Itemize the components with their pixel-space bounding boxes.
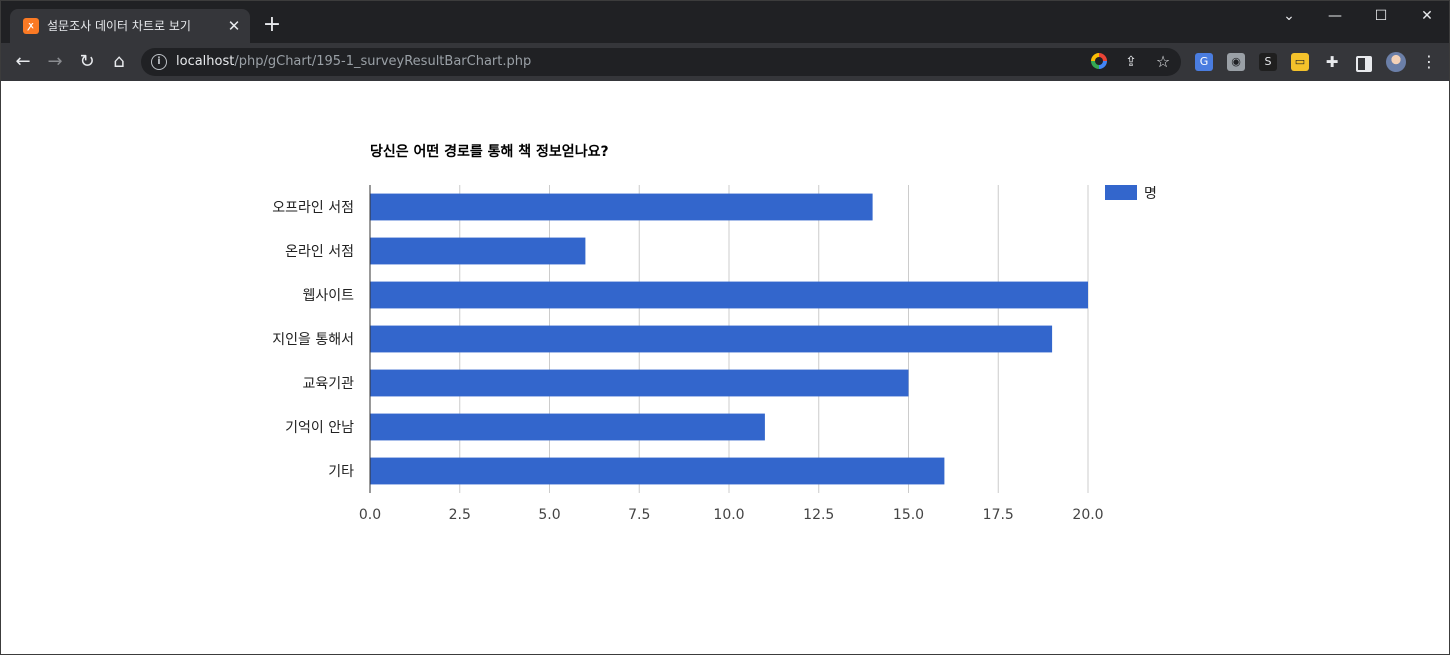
side-panel-icon[interactable] bbox=[1356, 56, 1372, 72]
address-bar[interactable]: i localhost/php/gChart/195-1_surveyResul… bbox=[141, 48, 1181, 76]
bar[interactable] bbox=[370, 369, 909, 397]
reload-icon[interactable]: ↻ bbox=[79, 51, 95, 72]
tab-close-icon[interactable]: ✕ bbox=[227, 17, 241, 35]
legend-swatch bbox=[1105, 185, 1137, 200]
translate-extension-icon[interactable]: G bbox=[1195, 53, 1213, 71]
forward-arrow-icon[interactable]: → bbox=[47, 51, 63, 72]
home-icon[interactable]: ⌂ bbox=[113, 51, 125, 72]
share-icon[interactable]: ⇪ bbox=[1125, 54, 1137, 70]
bar[interactable] bbox=[370, 413, 765, 441]
category-label: 온라인 서점 bbox=[285, 244, 354, 260]
tab-title: 설문조사 데이터 차트로 보기 bbox=[47, 19, 191, 33]
new-tab-button[interactable]: + bbox=[262, 12, 282, 37]
url-text[interactable]: localhost/php/gChart/195-1_surveyResultB… bbox=[176, 53, 531, 71]
bar[interactable] bbox=[370, 457, 945, 485]
x-tick-label: 12.5 bbox=[803, 507, 834, 523]
bar[interactable] bbox=[370, 281, 1088, 309]
chart-title: 당신은 어떤 경로를 통해 책 정보얻나요? bbox=[370, 143, 609, 160]
tab-search-icon[interactable]: ⌄ bbox=[1283, 8, 1295, 24]
x-tick-label: 20.0 bbox=[1072, 507, 1103, 523]
url-path: /php/gChart/195-1_surveyResultBarChart.p… bbox=[234, 54, 532, 69]
category-label: 지인을 통해서 bbox=[272, 332, 354, 348]
profile-avatar[interactable] bbox=[1386, 52, 1406, 72]
x-tick-label: 7.5 bbox=[628, 507, 650, 523]
x-tick-label: 0.0 bbox=[359, 507, 381, 523]
kebab-menu-icon[interactable]: ⋮ bbox=[1421, 52, 1437, 71]
tag-extension-icon[interactable]: ▭ bbox=[1291, 53, 1309, 71]
star-icon[interactable]: ☆ bbox=[1155, 52, 1171, 71]
category-label: 오프라인 서점 bbox=[272, 200, 354, 216]
camera-extension-icon[interactable]: ◉ bbox=[1227, 53, 1245, 71]
x-axis-ticks: 0.0 2.5 5.0 7.5 10.0 12.5 15.0 17.5 20.0 bbox=[359, 507, 1104, 523]
x-tick-label: 2.5 bbox=[449, 507, 471, 523]
bar[interactable] bbox=[370, 193, 873, 221]
x-tick-label: 10.0 bbox=[713, 507, 744, 523]
xampp-icon: ꭗ bbox=[23, 18, 39, 34]
url-host: localhost bbox=[176, 54, 235, 69]
maximize-icon[interactable]: ☐ bbox=[1374, 8, 1388, 24]
browser-toolbar: ← → ↻ ⌂ i localhost/php/gChart/195-1_sur… bbox=[1, 43, 1449, 81]
category-label: 기억이 안남 bbox=[285, 420, 354, 436]
legend-label: 명 bbox=[1144, 186, 1157, 202]
s-extension-icon[interactable]: S bbox=[1259, 53, 1277, 71]
bar[interactable] bbox=[370, 325, 1053, 353]
x-tick-label: 17.5 bbox=[983, 507, 1014, 523]
bar[interactable] bbox=[370, 237, 586, 265]
minimize-icon[interactable]: — bbox=[1328, 8, 1342, 24]
tab-strip: ꭗ 설문조사 데이터 차트로 보기 ✕ + ⌄ — ☐ ✕ bbox=[1, 1, 1449, 43]
puzzle-extension-icon[interactable]: ✚ bbox=[1325, 53, 1339, 71]
category-label: 기타 bbox=[328, 464, 354, 480]
legend: 명 bbox=[1105, 185, 1157, 202]
x-tick-label: 15.0 bbox=[893, 507, 924, 523]
info-icon[interactable]: i bbox=[151, 54, 167, 70]
category-label: 교육기관 bbox=[302, 376, 354, 392]
bars bbox=[370, 193, 1088, 485]
google-icon[interactable] bbox=[1091, 53, 1107, 69]
close-window-icon[interactable]: ✕ bbox=[1421, 8, 1433, 24]
category-label: 웹사이트 bbox=[302, 288, 354, 304]
active-tab[interactable]: ꭗ 설문조사 데이터 차트로 보기 ✕ bbox=[10, 9, 250, 43]
x-tick-label: 5.0 bbox=[538, 507, 560, 523]
back-arrow-icon[interactable]: ← bbox=[15, 51, 31, 72]
